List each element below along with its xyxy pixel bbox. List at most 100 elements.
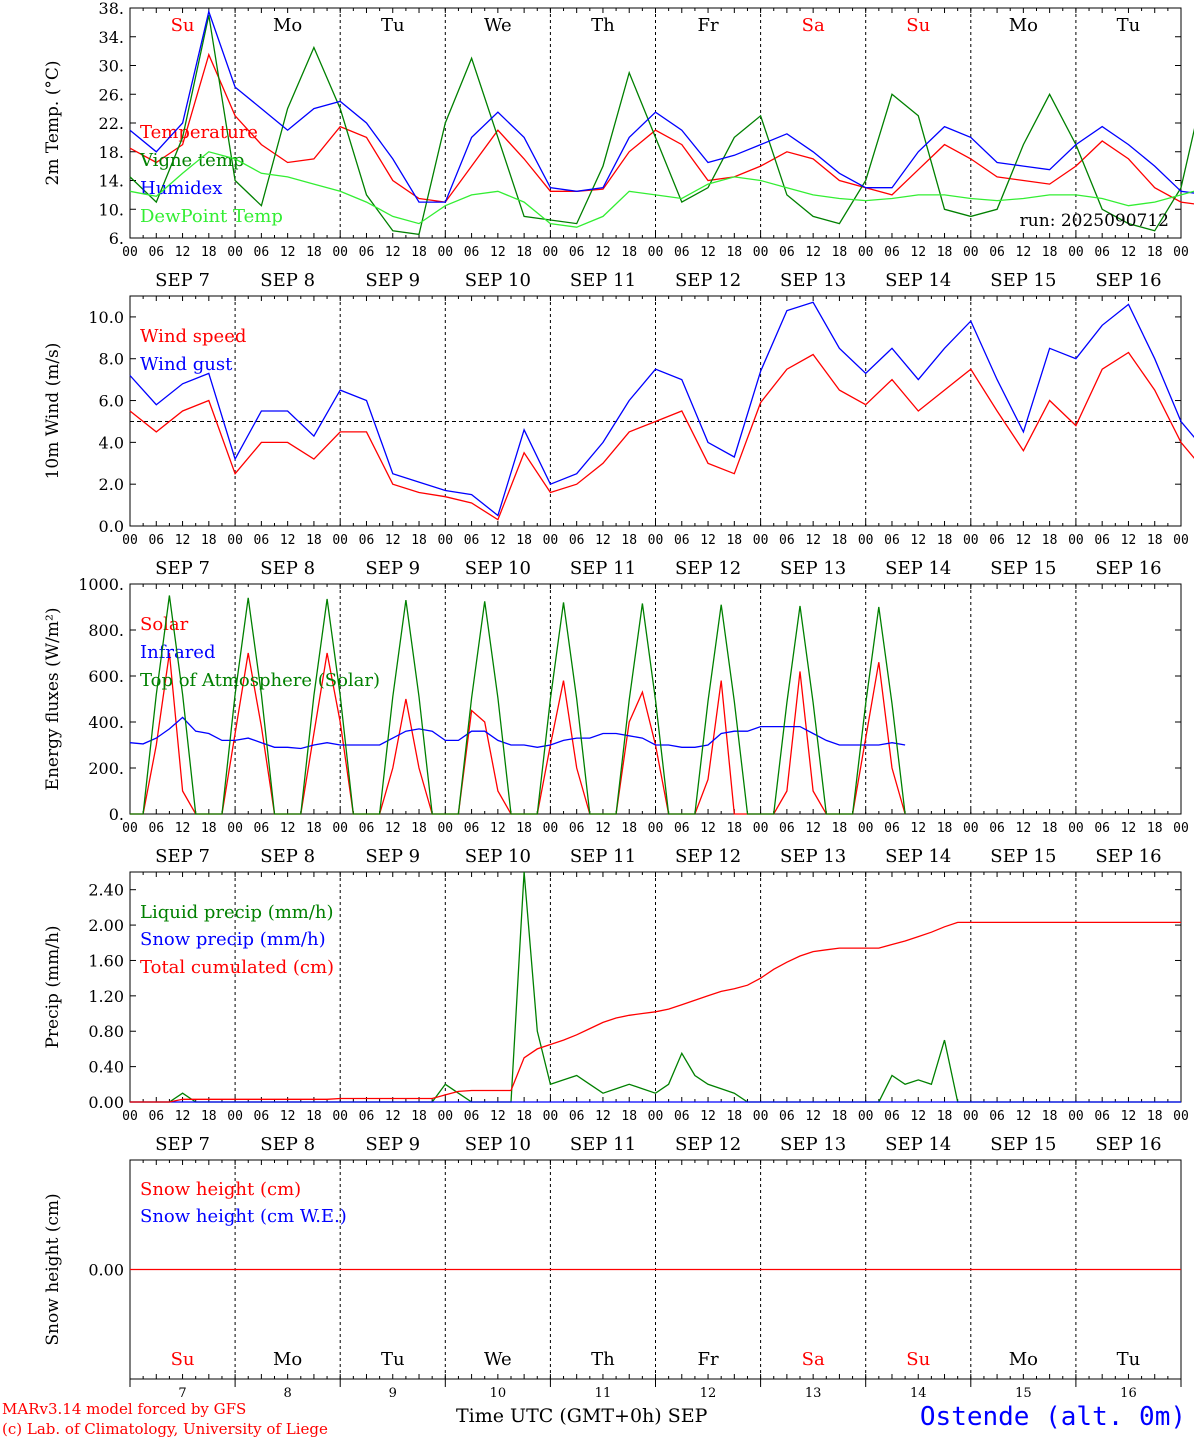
y-axis-label: Snow height (cm): [43, 1193, 63, 1345]
hour-tick-label: 12: [490, 1109, 506, 1124]
hour-tick-label: 00: [858, 245, 874, 260]
series-line-blue: [129, 716, 906, 750]
model-credit: MARv3.14 model forced by GFS: [2, 1400, 247, 1418]
hour-tick-label: 06: [148, 821, 164, 836]
hour-tick-label: 00: [648, 245, 664, 260]
y-tick-label: 10.0: [88, 308, 124, 327]
hour-tick-label: 18: [1042, 1109, 1058, 1124]
legend-entry: Vigne temp: [139, 150, 244, 171]
date-label: SEP 7: [155, 846, 210, 867]
legend-entry: Solar: [140, 614, 189, 635]
hour-tick-label: 00: [227, 533, 243, 548]
y-tick-label: 4.0: [99, 433, 124, 452]
hour-tick-label: 12: [175, 821, 191, 836]
day-of-week-label: Tu: [381, 15, 405, 36]
hour-tick-label: 12: [1016, 1109, 1032, 1124]
y-tick-label: 1.60: [88, 951, 124, 970]
hour-tick-label: 18: [1042, 533, 1058, 548]
hour-tick-label: 00: [543, 1109, 559, 1124]
y-tick-label: 26.: [99, 85, 124, 104]
legend-entry: Snow height (cm): [140, 1179, 301, 1200]
hour-tick-label: 12: [385, 821, 401, 836]
hour-tick-label: 18: [411, 821, 427, 836]
legend-entry: Humidex: [140, 178, 222, 199]
hour-tick-label: 00: [332, 1109, 348, 1124]
legend-entry: Liquid precip (mm/h): [140, 902, 334, 923]
hour-tick-label: 06: [989, 821, 1005, 836]
hour-tick-label: 12: [280, 245, 296, 260]
series-line-green: [129, 15, 1194, 236]
hour-tick-label: 12: [910, 1109, 926, 1124]
hour-tick-label: 12: [175, 1109, 191, 1124]
day-of-week-label: Su: [906, 1349, 930, 1370]
hour-tick-label: 00: [1068, 1109, 1084, 1124]
hour-tick-label: 12: [595, 1109, 611, 1124]
hour-tick-label: 12: [280, 821, 296, 836]
hour-tick-label: 12: [280, 533, 296, 548]
hour-tick-label: 18: [411, 245, 427, 260]
hour-tick-label: 12: [595, 245, 611, 260]
y-tick-label: 8.0: [99, 350, 124, 369]
y-tick-label: 0.0: [99, 517, 124, 536]
hour-tick-label: 00: [753, 245, 769, 260]
hour-tick-label: 12: [1016, 245, 1032, 260]
hour-tick-label: 18: [201, 1109, 217, 1124]
hour-tick-label: 18: [937, 821, 953, 836]
hour-tick-label: 06: [1094, 533, 1110, 548]
hour-tick-label: 06: [779, 533, 795, 548]
hour-tick-label: 18: [1147, 821, 1163, 836]
hour-tick-label: 12: [1121, 1109, 1137, 1124]
date-label: SEP 15: [990, 558, 1056, 579]
hour-tick-label: 06: [464, 533, 480, 548]
hour-tick-label: 12: [805, 533, 821, 548]
legend-entry: Infrared: [140, 642, 215, 663]
date-label: SEP 15: [990, 270, 1056, 291]
date-label: SEP 16: [1095, 270, 1161, 291]
run-annotation: run: 2025090712: [1020, 211, 1169, 231]
hour-tick-label: 00: [1068, 245, 1084, 260]
hour-tick-label: 00: [122, 1109, 138, 1124]
day-of-week-label: Mo: [1009, 1349, 1038, 1370]
hour-tick-label: 12: [700, 821, 716, 836]
date-label: SEP 14: [885, 1134, 951, 1155]
date-label: SEP 11: [570, 846, 636, 867]
day-of-week-label: Su: [906, 15, 930, 36]
hour-tick-label: 18: [621, 533, 637, 548]
hour-tick-label: 18: [1042, 821, 1058, 836]
hour-tick-label: 12: [700, 1109, 716, 1124]
hour-tick-label: 18: [411, 533, 427, 548]
legend-entry: Top of Atmosphere (Solar): [140, 670, 380, 691]
hour-tick-label: 18: [306, 1109, 322, 1124]
date-number-label: 7: [178, 1386, 186, 1401]
hour-tick-label: 06: [884, 245, 900, 260]
hour-tick-label: 00: [1173, 821, 1189, 836]
series-line-blue: [129, 9, 1194, 203]
hour-tick-label: 12: [1016, 821, 1032, 836]
day-of-week-label: Su: [171, 1349, 195, 1370]
date-label: SEP 7: [155, 558, 210, 579]
y-tick-label: 0.40: [88, 1058, 124, 1077]
hour-tick-label: 06: [674, 533, 690, 548]
date-label: SEP 10: [465, 846, 531, 867]
date-label: SEP 14: [885, 558, 951, 579]
hour-tick-label: 00: [1173, 1109, 1189, 1124]
day-of-week-label: Th: [591, 15, 615, 36]
hour-tick-label: 18: [1147, 245, 1163, 260]
x-axis-label: Time UTC (GMT+0h) SEP: [456, 1405, 707, 1427]
hour-tick-label: 06: [569, 533, 585, 548]
hour-tick-label: 00: [122, 821, 138, 836]
legend-entry: Wind gust: [140, 354, 233, 375]
hour-tick-label: 18: [516, 821, 532, 836]
hour-tick-label: 00: [858, 533, 874, 548]
hour-tick-label: 18: [1042, 245, 1058, 260]
date-label: SEP 11: [570, 270, 636, 291]
hour-tick-label: 12: [490, 245, 506, 260]
date-label: SEP 10: [465, 1134, 531, 1155]
hour-tick-label: 12: [805, 245, 821, 260]
y-tick-label: 2.0: [99, 475, 124, 494]
date-label: SEP 7: [155, 1134, 210, 1155]
hour-tick-label: 06: [359, 1109, 375, 1124]
hour-tick-label: 12: [910, 533, 926, 548]
hour-tick-label: 00: [963, 1109, 979, 1124]
